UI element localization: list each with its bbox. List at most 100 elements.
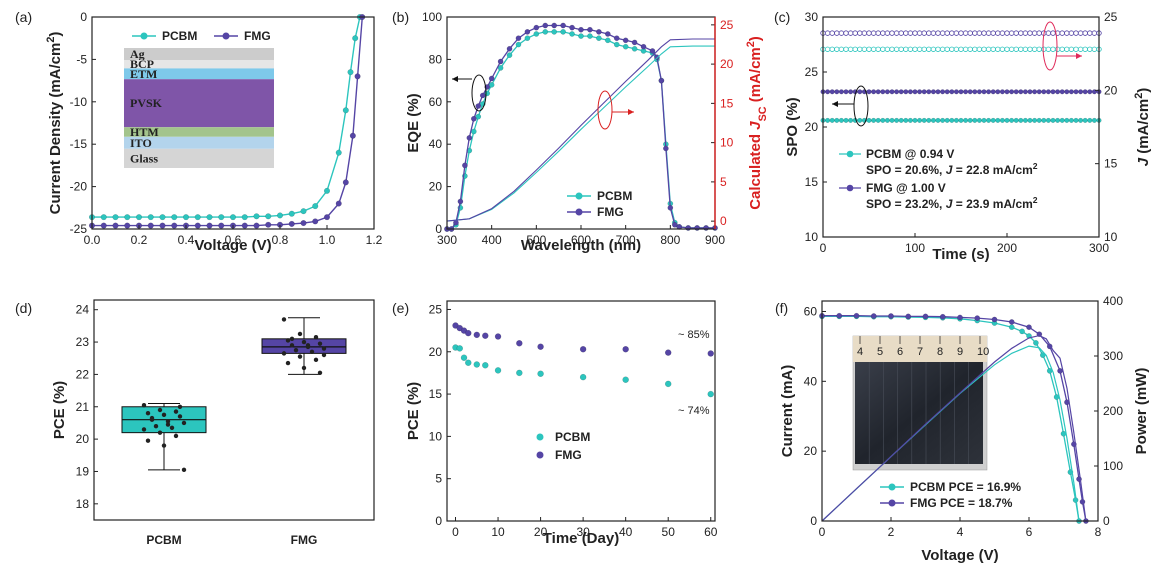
b-y2-tick-label: 25 [720, 18, 734, 32]
a-x-tick-label: 0.6 [225, 233, 242, 247]
series-c-pcbm-j-point [930, 46, 937, 52]
d-box-point [141, 402, 147, 408]
series-c-fmg-j-point [949, 30, 955, 36]
series-a-pcbm-point [206, 214, 213, 221]
c-spo-ellipse [853, 85, 869, 127]
series-c-pcbm-j-point [1073, 46, 1079, 52]
d-y-tick-label: 19 [76, 464, 90, 478]
c-y-tick-label: 15 [805, 175, 819, 189]
e-x-tick-label: 0 [452, 525, 459, 539]
series-b-pcbm-point [506, 52, 513, 59]
series-e-pcbm-point [494, 367, 502, 374]
series-c-pcbm-spo-point [995, 117, 1001, 123]
series-b-pcbm-point [551, 28, 558, 35]
series-f-fmg-current-point [905, 313, 912, 320]
d-box-point [145, 438, 151, 443]
series-b-fmg-point [587, 26, 593, 33]
series-b-pcbm-point [587, 33, 593, 39]
c-legend-values: SPO = 23.2%, J = 23.9 mA/cm2 [866, 195, 1038, 211]
a-panel-label: (a) [15, 9, 32, 25]
series-b-pcbm-point [515, 41, 522, 48]
d-category-label: FMG [291, 533, 318, 547]
series-c-fmg-spo-point [1087, 89, 1093, 95]
c-x-tick-label: 200 [997, 241, 1017, 255]
series-c-pcbm-j-point [916, 46, 923, 52]
d-box-point [145, 411, 151, 416]
layer-label-pvsk: PVSK [130, 96, 163, 110]
series-b-pcbm-point [497, 65, 504, 71]
b-pcbm-legend-marker [575, 192, 583, 200]
series-a-fmg-point [171, 222, 178, 229]
series-c-fmg-spo-point [1004, 89, 1010, 95]
series-e-pcbm-point [473, 361, 481, 368]
d-box-point [165, 419, 171, 424]
series-c-pcbm-spo-point [1073, 117, 1079, 123]
series-c-pcbm-j-point [1087, 46, 1093, 52]
series-c-pcbm-spo-point [1022, 117, 1028, 123]
series-a-fmg-point [159, 222, 166, 229]
series-c-pcbm-spo-point [857, 117, 863, 123]
series-c-pcbm-spo-point [976, 117, 982, 123]
series-c-fmg-spo-point [889, 89, 895, 95]
series-b-pcbm-point [604, 37, 611, 44]
b-x-tick-label: 800 [660, 233, 680, 247]
d-box-point [157, 430, 163, 435]
series-c-fmg-j-point [935, 30, 941, 36]
d-box-point [313, 357, 319, 363]
series-c-pcbm-spo-point [829, 117, 835, 123]
f-y-tick-label: 40 [804, 374, 818, 388]
series-c-fmg-spo-point [1064, 89, 1070, 95]
chart-f: 4 5 6 7 8 9 100 2 4 6 802040600100200300400Voltage… [775, 294, 1150, 564]
series-c-pcbm-spo-point [990, 117, 996, 123]
series-b-fmg-point [596, 28, 602, 35]
b-fmg-legend-label: FMG [597, 205, 624, 219]
series-b-fmg-point [667, 204, 674, 211]
b-y2-axis-title-part: ) [747, 36, 764, 41]
series-c-fmg-j-point [999, 30, 1006, 36]
d-y-tick-label: 23 [76, 335, 90, 349]
series-c-pcbm-spo-point [894, 117, 900, 123]
layer-etm [124, 68, 274, 80]
ruler-label: 10 [977, 346, 989, 358]
d-box-point [297, 331, 303, 337]
e-x-tick-label: 40 [619, 525, 633, 539]
series-c-fmg-spo-point [953, 89, 959, 95]
series-c-pcbm-j-point [944, 46, 950, 52]
a-y-tick-label: -20 [70, 180, 88, 194]
d-y-tick-label: 21 [76, 400, 90, 414]
series-c-fmg-spo-point [1059, 89, 1065, 95]
series-c-pcbm-j-point [834, 46, 840, 52]
ruler-label: 9 [957, 346, 963, 358]
series-c-pcbm-j-point [976, 46, 983, 52]
series-c-pcbm-j-point [990, 46, 996, 52]
series-c-fmg-spo-point [857, 89, 863, 95]
series-c-pcbm-spo-point [903, 117, 909, 123]
series-b-fmg-point [694, 225, 700, 231]
series-e-pcbm-point [465, 359, 472, 367]
series-c-fmg-j-point [857, 30, 863, 36]
a-pcbm-legend-marker [140, 32, 148, 40]
b-y-tick-label: 20 [429, 180, 443, 194]
series-c-fmg-j-point [1068, 30, 1075, 36]
b-y2-axis-title-part: Calculated [747, 130, 764, 210]
e-y-tick-label: 10 [429, 429, 443, 443]
series-a-pcbm-point [112, 214, 119, 221]
series-c-fmg-spo-point [912, 89, 918, 95]
series-c-fmg-spo-point [825, 89, 831, 95]
d-box-point [305, 343, 311, 348]
series-c-pcbm-spo-point [1018, 117, 1024, 123]
series-b-fmg-point [703, 225, 709, 231]
series-e-pcbm-point [516, 369, 523, 377]
series-c-pcbm-spo-point [843, 117, 849, 123]
series-c-pcbm-spo-point [875, 117, 881, 123]
series-e-fmg-point [664, 349, 672, 356]
d-box-point [141, 427, 147, 432]
series-c-pcbm-j-point [1013, 46, 1019, 52]
series-c-fmg-j-point [939, 30, 946, 36]
e-y-tick-label: 25 [429, 302, 443, 316]
series-f-fmg-current-point [991, 316, 998, 323]
series-b-pcbm-point [470, 128, 477, 135]
d-box-point [297, 354, 303, 359]
d-box-point [153, 423, 159, 429]
